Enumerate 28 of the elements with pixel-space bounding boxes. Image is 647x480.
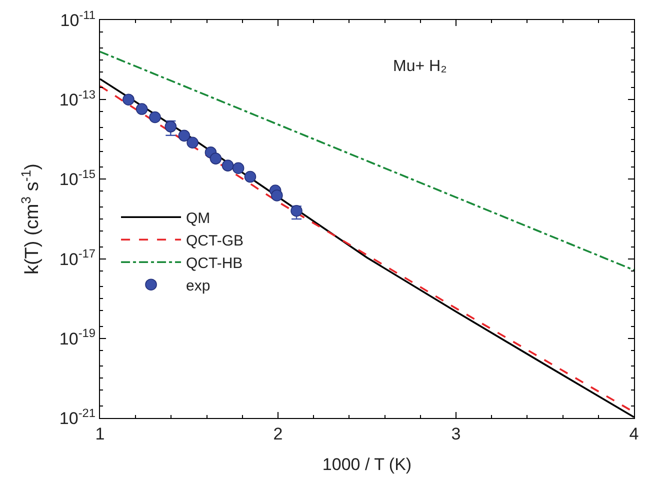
y-tick-label: 10$^{-19}$ xyxy=(59,326,96,348)
point xyxy=(210,152,222,164)
legend-label: QCT-GB xyxy=(186,232,244,250)
point xyxy=(122,94,134,106)
y-tick-label: 10$^{-11}$ xyxy=(60,8,96,30)
point xyxy=(186,136,198,149)
y-tick-label: 10$^{-15}$ xyxy=(59,167,96,190)
point xyxy=(232,162,244,174)
x-tick-label: 4 xyxy=(629,424,639,444)
legend-label: QM xyxy=(186,210,210,227)
annotation: Mu+ H₂ xyxy=(393,58,447,75)
point xyxy=(290,204,302,217)
y-tick-label: 10$^{-13}$ xyxy=(59,87,96,110)
point xyxy=(244,170,256,183)
x-axis-title: 1000 / T (K) xyxy=(322,454,412,474)
point xyxy=(222,160,234,172)
y-tick-label: 10$^{-17}$ xyxy=(59,246,96,269)
legend-label: exp xyxy=(186,277,210,294)
point xyxy=(164,120,177,132)
x-tick-label: 1 xyxy=(95,424,105,444)
point xyxy=(136,103,148,115)
x-tick-label: 2 xyxy=(273,424,283,444)
point xyxy=(149,111,161,124)
legend-label: QCT-HB xyxy=(186,254,243,272)
x-tick-label: 3 xyxy=(451,424,461,444)
point xyxy=(271,190,283,202)
y-tick-label: 10$^{-21}$ xyxy=(59,406,96,428)
point xyxy=(178,130,190,142)
